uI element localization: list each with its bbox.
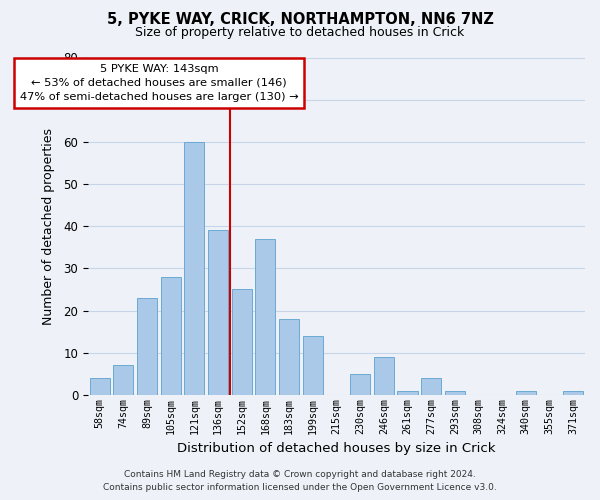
Bar: [208, 230, 228, 395]
Bar: [563, 390, 583, 395]
Bar: [137, 298, 157, 395]
Bar: [397, 390, 418, 395]
Text: Size of property relative to detached houses in Crick: Size of property relative to detached ho…: [136, 26, 464, 39]
Bar: [516, 390, 536, 395]
Y-axis label: Number of detached properties: Number of detached properties: [42, 128, 55, 324]
Bar: [232, 290, 252, 395]
Bar: [445, 390, 465, 395]
Text: Contains HM Land Registry data © Crown copyright and database right 2024.
Contai: Contains HM Land Registry data © Crown c…: [103, 470, 497, 492]
Bar: [350, 374, 370, 395]
Bar: [374, 357, 394, 395]
Text: 5 PYKE WAY: 143sqm
← 53% of detached houses are smaller (146)
47% of semi-detach: 5 PYKE WAY: 143sqm ← 53% of detached hou…: [20, 64, 298, 102]
Bar: [184, 142, 205, 395]
Bar: [279, 319, 299, 395]
Bar: [303, 336, 323, 395]
Bar: [89, 378, 110, 395]
Bar: [113, 366, 133, 395]
Bar: [421, 378, 441, 395]
Bar: [256, 239, 275, 395]
Bar: [161, 277, 181, 395]
Text: 5, PYKE WAY, CRICK, NORTHAMPTON, NN6 7NZ: 5, PYKE WAY, CRICK, NORTHAMPTON, NN6 7NZ: [107, 12, 493, 28]
X-axis label: Distribution of detached houses by size in Crick: Distribution of detached houses by size …: [177, 442, 496, 455]
